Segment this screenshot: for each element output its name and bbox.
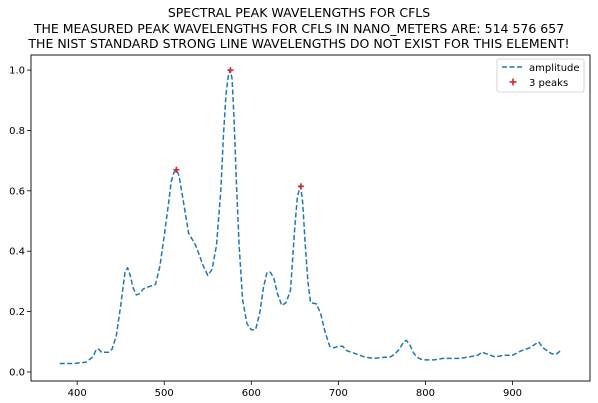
- y-tick-label: 1.0: [9, 66, 25, 77]
- plot-area-frame: [30, 54, 591, 382]
- x-tick-label: 800: [416, 388, 435, 399]
- y-tick-label: 0.6: [9, 186, 25, 197]
- x-axis: 400 500 600 700 800 900: [68, 381, 522, 399]
- x-tick-label: 600: [242, 388, 261, 399]
- legend: amplitude 3 peaks: [496, 58, 585, 93]
- chart-title-line-3: THE NIST STANDARD STRONG LINE WAVELENGTH…: [27, 36, 569, 51]
- x-tick-label: 500: [155, 388, 174, 399]
- amplitude-series-line: [59, 69, 561, 365]
- y-tick-label: 0.8: [9, 126, 25, 137]
- y-tick-label: 0.2: [9, 307, 25, 318]
- x-tick-label: 400: [68, 388, 87, 399]
- chart-title-line-1: SPECTRAL PEAK WAVELENGTHS FOR CFLS: [168, 5, 430, 20]
- legend-peaks-swatch: [509, 78, 517, 86]
- y-tick-label: 0.0: [9, 367, 25, 378]
- legend-peaks-label: 3 peaks: [529, 78, 568, 89]
- peak-marker: [173, 166, 180, 173]
- chart-title-line-2: THE MEASURED PEAK WAVELENGTHS FOR CFLS I…: [33, 21, 564, 36]
- series-layer: [59, 69, 561, 365]
- peak-marker: [297, 183, 304, 190]
- peak-markers-layer: [173, 67, 304, 190]
- y-axis: 0.0 0.2 0.4 0.6 0.8 1.0: [9, 66, 31, 378]
- peak-marker: [227, 67, 234, 74]
- x-tick-label: 900: [503, 388, 522, 399]
- y-tick-label: 0.4: [9, 247, 25, 258]
- legend-amplitude-label: amplitude: [529, 63, 580, 74]
- x-tick-label: 700: [329, 388, 348, 399]
